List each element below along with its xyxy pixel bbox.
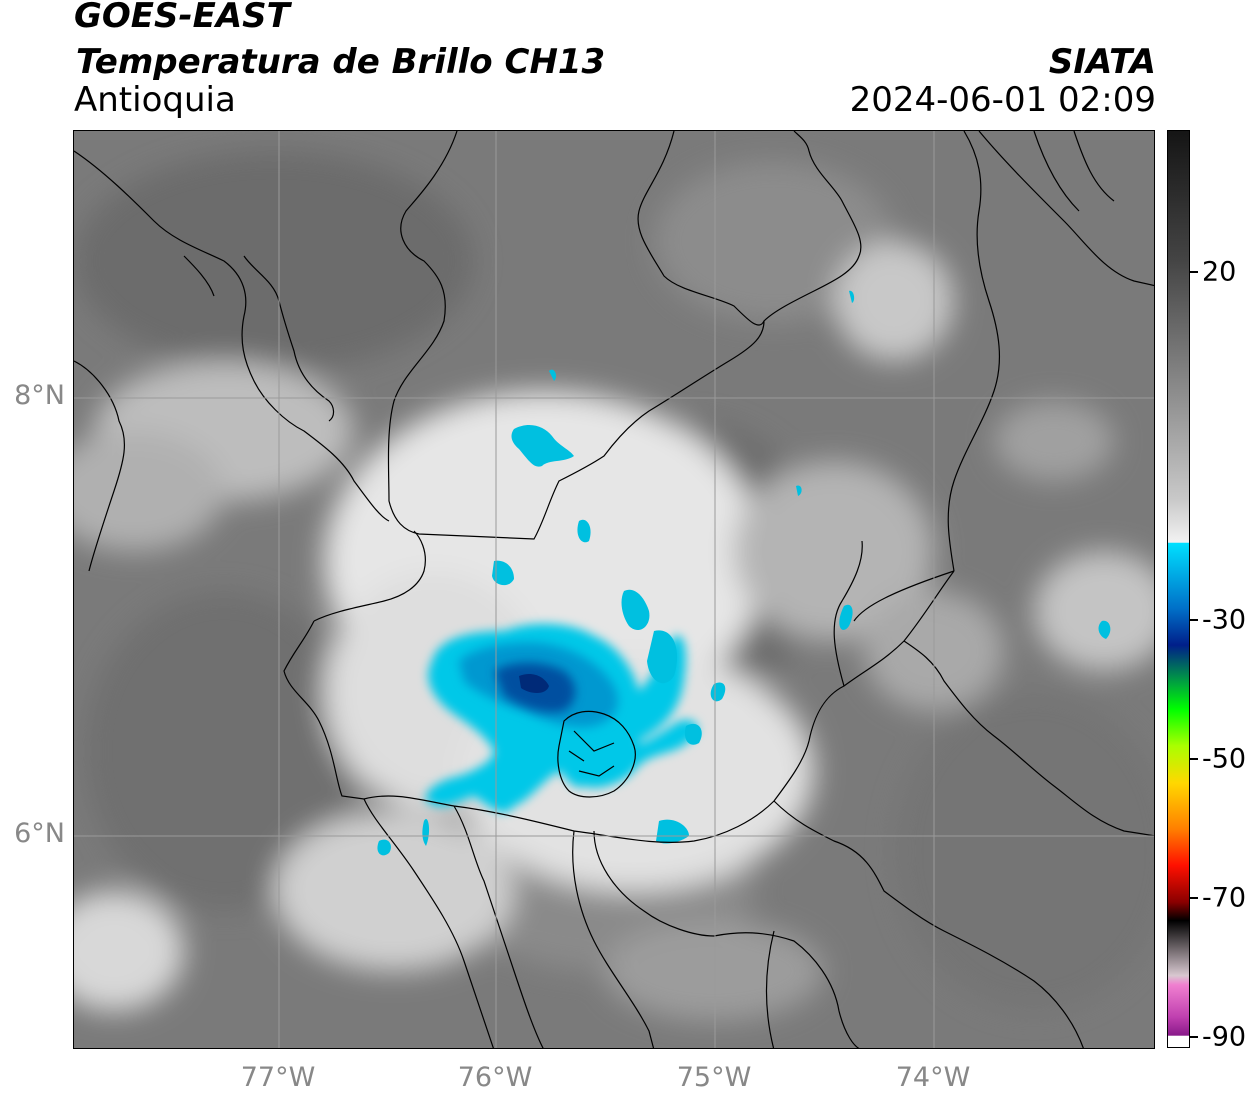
temperature-colorbar xyxy=(1167,130,1190,1048)
lat-label-6n: 6°N xyxy=(14,818,65,849)
colorbar-tick xyxy=(1190,619,1198,621)
region-label: Antioquia xyxy=(74,80,236,120)
colorbar-tick xyxy=(1190,897,1198,899)
colorbar-tick xyxy=(1190,1036,1198,1038)
lat-label-8n: 8°N xyxy=(14,380,65,411)
convective-core xyxy=(425,623,698,813)
title-product: Temperatura de Brillo CH13 xyxy=(76,42,606,82)
colorbar-label-minus30: -30 xyxy=(1202,604,1247,636)
graticule xyxy=(74,131,1154,1048)
colorbar-label-20: 20 xyxy=(1202,256,1237,288)
colorbar-tick xyxy=(1190,271,1198,273)
colorbar-label-minus50: -50 xyxy=(1202,743,1247,775)
title-satellite: GOES-EAST xyxy=(74,0,290,36)
satellite-map[interactable] xyxy=(73,130,1155,1049)
lon-label-76w: 76°W xyxy=(457,1062,533,1093)
timestamp-label: 2024-06-01 02:09 xyxy=(849,80,1156,120)
lon-label-75w: 75°W xyxy=(676,1062,752,1093)
political-borders xyxy=(74,131,1154,1048)
colorbar-label-minus90: -90 xyxy=(1202,1021,1247,1053)
lon-label-74w: 74°W xyxy=(895,1062,971,1093)
brand-label: SIATA xyxy=(1048,42,1156,82)
colorbar-label-minus70: -70 xyxy=(1202,882,1247,914)
small-cells xyxy=(377,290,1111,856)
lon-label-77w: 77°W xyxy=(240,1062,316,1093)
colorbar-tick xyxy=(1190,758,1198,760)
